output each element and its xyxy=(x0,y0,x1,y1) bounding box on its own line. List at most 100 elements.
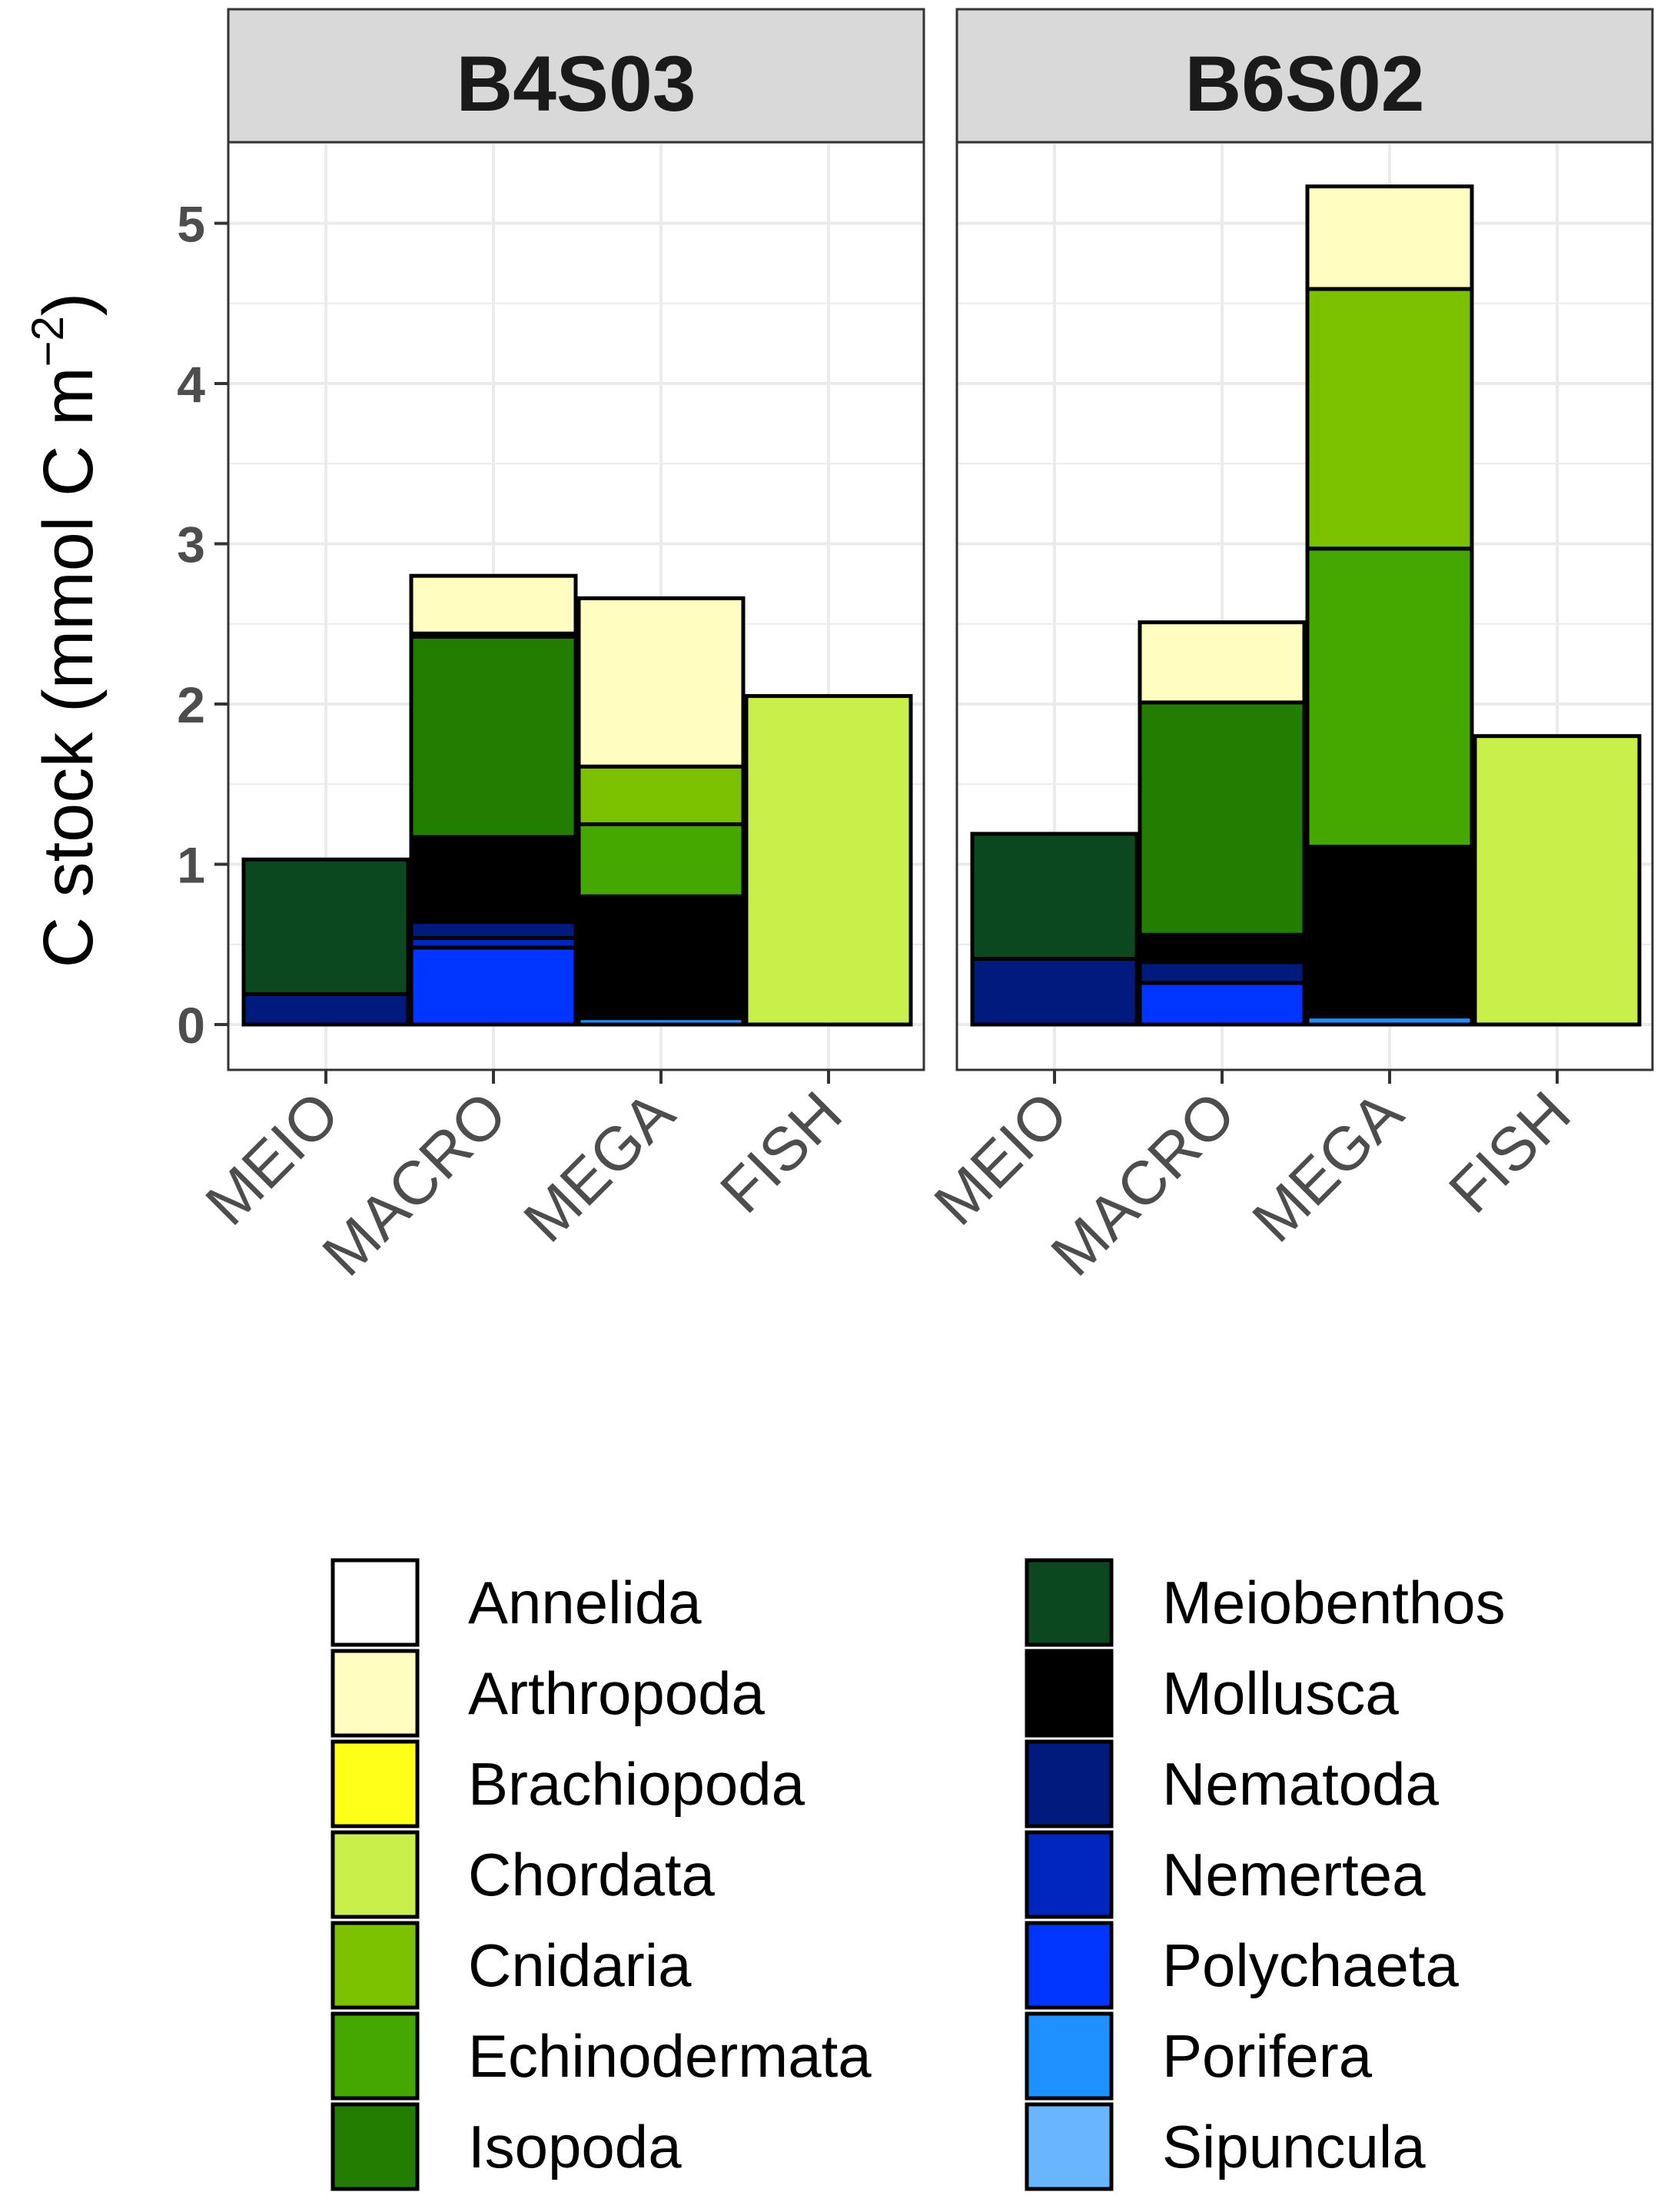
bar-segment-nematoda xyxy=(409,920,578,940)
legend-key xyxy=(330,2011,420,2101)
bar-segment-cnidaria xyxy=(1305,287,1474,551)
facet-title: B4S03 xyxy=(457,40,696,128)
bar-segment-mollusca xyxy=(1305,845,1474,1019)
bar-segment-arthropoda xyxy=(576,596,746,769)
y-axis-title: C stock (mmol C m−2) xyxy=(23,293,108,968)
legend-label: Isopoda xyxy=(468,2113,682,2180)
bar-macro xyxy=(409,573,578,1027)
bar-segment-arthropoda xyxy=(1138,620,1307,705)
legend-item-brachiopoda: Brachiopoda xyxy=(330,1739,805,1828)
bar-segment-mollusca xyxy=(576,894,746,1021)
y-tick-label: 1 xyxy=(177,837,205,894)
legend-key xyxy=(330,1739,420,1828)
bar-segment-echinodermata xyxy=(576,822,746,898)
bar-fish xyxy=(744,694,913,1027)
bar-segment-meiobenthos xyxy=(241,857,410,996)
y-axis-title-main: C stock (mmol C m xyxy=(29,367,108,968)
legend-key xyxy=(1025,1830,1114,1919)
y-tick-label: 0 xyxy=(177,997,205,1054)
legend-key xyxy=(330,1558,420,1647)
legend-item-cnidaria: Cnidaria xyxy=(330,1921,692,2010)
legend-label: Nematoda xyxy=(1162,1750,1439,1818)
legend-label: Mollusca xyxy=(1162,1659,1399,1727)
x-tick-label: FISH xyxy=(707,1078,855,1226)
legend-key xyxy=(330,1830,420,1919)
bar-segment-echinodermata xyxy=(1305,546,1474,849)
legend-key xyxy=(1025,1739,1114,1828)
bar-segment-nematoda xyxy=(241,991,410,1027)
legend-label: Sipuncula xyxy=(1162,2113,1426,2180)
legend-label: Meiobenthos xyxy=(1162,1569,1506,1636)
legend-item-mollusca: Mollusca xyxy=(1025,1649,1399,1738)
y-axis-ticks: 0 1 2 3 4 5 xyxy=(177,196,228,1054)
legend-label: Polychaeta xyxy=(1162,1931,1460,1999)
legend-key xyxy=(1025,2102,1114,2191)
legend-label: Annelida xyxy=(468,1569,702,1636)
y-tick-label: 5 xyxy=(177,196,205,253)
x-tick-label: MACRO xyxy=(310,1078,520,1288)
bar-segment-arthropoda xyxy=(409,573,578,636)
bar-segment-meiobenthos xyxy=(970,832,1139,962)
y-axis-title-close: ) xyxy=(29,293,108,317)
x-tick-label: MEGA xyxy=(510,1078,687,1255)
legend-label: Cnidaria xyxy=(468,1931,692,1999)
legend-item-meiobenthos: Meiobenthos xyxy=(1025,1558,1506,1647)
y-axis-title-exponent: −2 xyxy=(23,316,73,367)
bar-meio xyxy=(241,857,410,1027)
legend: Annelida Arthropoda Brachiopoda Chordata Cni… xyxy=(330,1558,1506,2191)
bar-segment-nematoda xyxy=(1138,960,1307,985)
bar-segment-mollusca xyxy=(409,835,578,925)
legend-label: Echinodermata xyxy=(468,2022,872,2090)
legend-item-nematoda: Nematoda xyxy=(1025,1739,1439,1828)
bar-mega xyxy=(576,596,746,1027)
legend-key xyxy=(330,2102,420,2191)
bar-fish xyxy=(1473,734,1642,1027)
bar-segment-mollusca xyxy=(1138,932,1307,965)
y-tick-label: 4 xyxy=(177,356,205,413)
legend-item-echinodermata: Echinodermata xyxy=(330,2011,872,2101)
legend-key xyxy=(330,1921,420,2010)
legend-item-nemertea: Nemertea xyxy=(1025,1830,1426,1919)
legend-label: Nemertea xyxy=(1162,1841,1426,1908)
x-tick-label: MEGA xyxy=(1239,1078,1416,1255)
x-tick-label: FISH xyxy=(1436,1078,1583,1226)
bar-segment-chordata xyxy=(1473,734,1642,1027)
bar-meio xyxy=(970,832,1139,1027)
bar-mega xyxy=(1305,184,1474,1027)
panel-border xyxy=(227,141,925,1071)
bar-segment-polychaeta xyxy=(409,945,578,1027)
legend-key xyxy=(1025,1921,1114,2010)
bar-segment-nematoda xyxy=(970,957,1139,1027)
legend-label: Porifera xyxy=(1162,2022,1373,2090)
y-axis-title-text: C stock (mmol C m−2) xyxy=(23,293,108,968)
legend-key xyxy=(330,1649,420,1738)
facet-strip xyxy=(955,8,1654,144)
bar-segment-chordata xyxy=(744,694,913,1027)
bar-segment-isopoda xyxy=(409,634,578,839)
x-tick-label: MEIO xyxy=(922,1078,1081,1238)
legend-key xyxy=(1025,1558,1114,1647)
y-tick-label: 3 xyxy=(177,516,205,573)
legend-item-polychaeta: Polychaeta xyxy=(1025,1921,1460,2010)
legend-item-chordata: Chordata xyxy=(330,1830,715,1919)
bar-macro xyxy=(1138,620,1307,1027)
legend-label: Chordata xyxy=(468,1841,715,1908)
legend-item-arthropoda: Arthropoda xyxy=(330,1649,766,1738)
bar-segment-polychaeta xyxy=(1138,981,1307,1027)
bar-segment-isopoda xyxy=(1138,700,1307,937)
facet-title: B6S02 xyxy=(1185,40,1425,128)
x-tick-label: MEIO xyxy=(193,1078,353,1238)
x-tick-label: MACRO xyxy=(1038,1078,1248,1288)
legend-item-porifera: Porifera xyxy=(1025,2011,1373,2101)
legend-label: Brachiopoda xyxy=(468,1750,805,1818)
panel-border xyxy=(955,141,1654,1071)
legend-key xyxy=(1025,2011,1114,2101)
legend-item-annelida: Annelida xyxy=(330,1558,702,1647)
y-tick-label: 2 xyxy=(177,676,205,733)
legend-key xyxy=(1025,1649,1114,1738)
legend-item-isopoda: Isopoda xyxy=(330,2102,682,2191)
